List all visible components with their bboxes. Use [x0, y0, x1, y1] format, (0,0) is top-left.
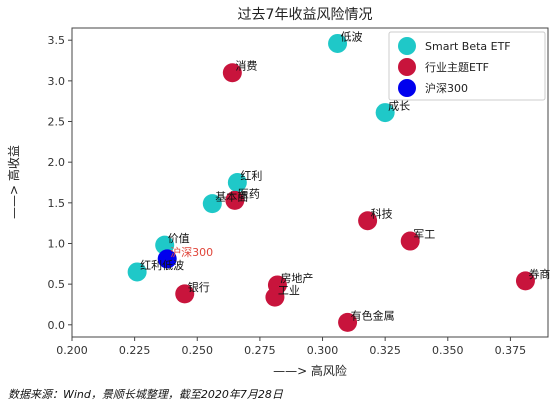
y-axis-label: ——> 高收益	[6, 145, 21, 219]
x-tick-label: 0.300	[307, 344, 339, 357]
point-label: 银行	[188, 280, 210, 294]
legend-marker	[398, 58, 416, 76]
data-point	[225, 190, 245, 210]
y-tick-label: 0.0	[48, 319, 66, 332]
plot-frame	[71, 27, 549, 338]
data-point	[227, 173, 247, 192]
y-tick-label: 1.5	[48, 197, 66, 210]
x-axis-label: ——> 高风险	[273, 363, 347, 378]
point-label: 工业	[278, 284, 300, 297]
data-point	[338, 312, 358, 332]
source-note: 数据来源：Wind，景顺长城整理，截至2020年7月28日	[8, 388, 283, 401]
data-point	[328, 33, 348, 53]
data-points	[127, 33, 535, 332]
legend-marker	[398, 37, 416, 55]
data-point	[265, 287, 285, 307]
point-label: 红利低波	[140, 259, 184, 272]
legend-label: Smart Beta ETF	[425, 40, 511, 53]
x-tick-label: 0.350	[432, 344, 464, 357]
point-label: 房地产	[280, 271, 313, 285]
data-point	[400, 231, 420, 251]
data-point	[175, 284, 195, 304]
data-point	[202, 194, 222, 214]
y-axis: 0.0 0.5 1.0 1.5 2.0 2.5 3.0 3.5	[48, 34, 72, 332]
data-point	[515, 271, 535, 291]
legend-marker	[398, 79, 416, 97]
y-tick-label: 1.0	[48, 237, 66, 250]
y-tick-label: 0.5	[48, 278, 66, 291]
point-label: 券商	[528, 267, 550, 281]
point-label: 低波	[341, 30, 363, 43]
legend-box	[388, 31, 546, 101]
x-tick-label: 0.200	[56, 344, 88, 357]
y-tick-label: 3.5	[48, 34, 66, 47]
y-tick-label: 3.0	[48, 75, 66, 88]
point-label: 医药	[238, 187, 260, 200]
point-label: 有色金属	[351, 308, 395, 322]
point-label: 沪深300	[170, 245, 213, 259]
legend-label: 行业主题ETF	[425, 61, 489, 74]
x-tick-label: 0.275	[244, 344, 276, 357]
point-label: 成长	[388, 100, 410, 113]
data-point	[157, 249, 177, 269]
point-label: 红利	[240, 170, 262, 183]
point-label: 价值	[168, 232, 190, 245]
point-label: 军工	[413, 228, 435, 241]
legend-label: 沪深300	[425, 81, 468, 95]
chart-title: 过去7年收益风险情况	[238, 7, 373, 23]
x-tick-label: 0.375	[495, 344, 527, 357]
point-label: 科技	[371, 207, 393, 221]
x-tick-label: 0.250	[182, 344, 214, 357]
y-tick-label: 2.5	[48, 116, 66, 129]
x-axis: 0.200 0.225 0.250 0.275 0.300 0.325 0.350 0.375	[56, 337, 526, 357]
data-point	[222, 63, 242, 83]
x-tick-label: 0.325	[369, 344, 401, 357]
data-point	[358, 211, 378, 231]
x-tick-label: 0.225	[119, 344, 151, 357]
y-tick-label: 2.0	[48, 156, 66, 169]
legend: Smart Beta ETF 行业主题ETF 沪深300	[388, 31, 546, 101]
data-point	[127, 262, 147, 282]
point-label: 消费	[235, 59, 257, 73]
data-point	[375, 103, 395, 123]
point-label: 基本面	[215, 190, 248, 204]
